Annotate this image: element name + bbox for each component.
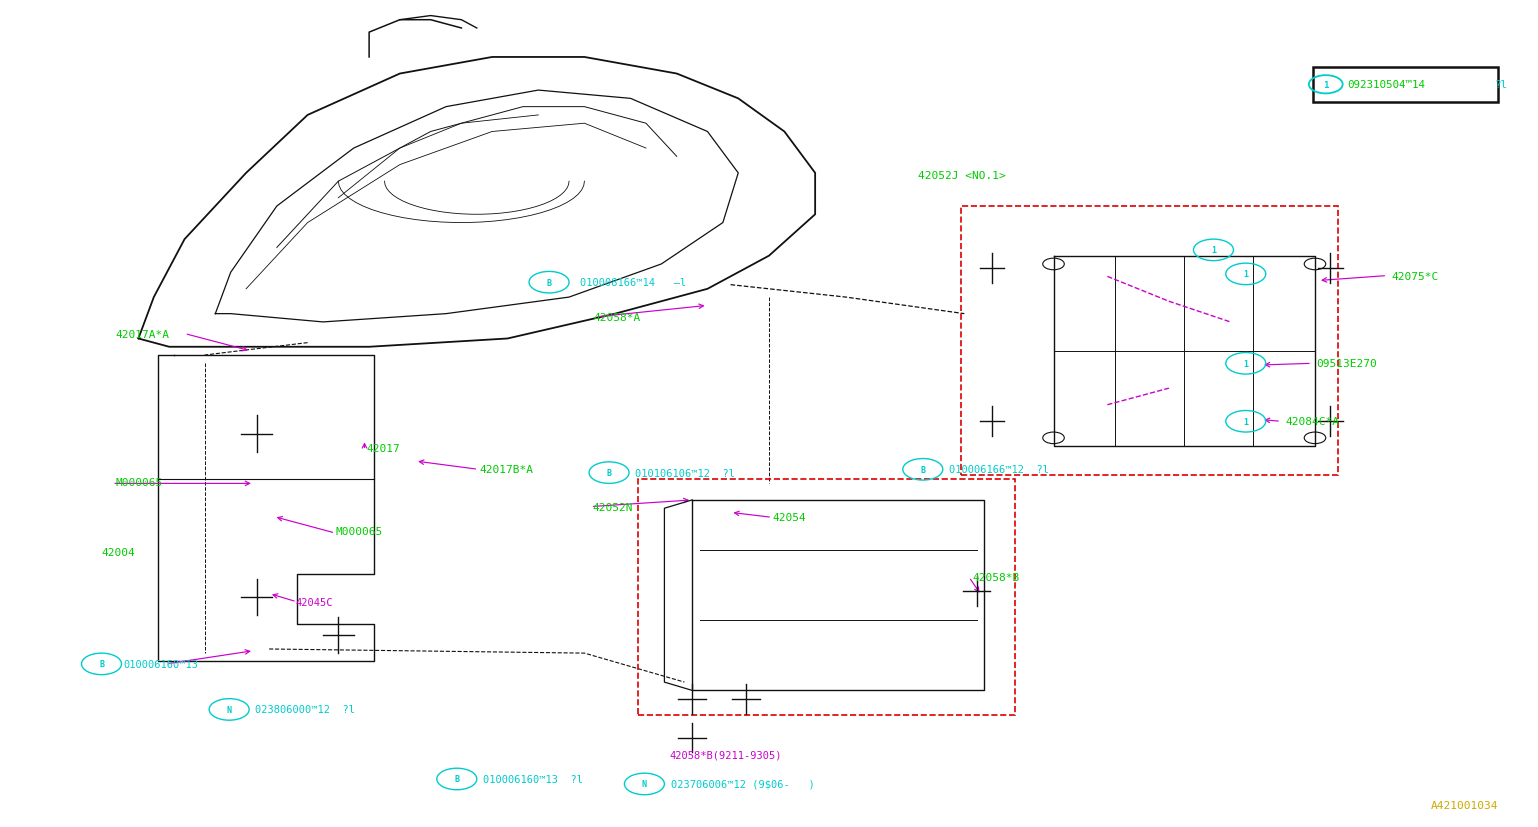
Text: 010006160™13: 010006160™13 <box>123 659 198 669</box>
Text: 42017A*A: 42017A*A <box>115 329 169 339</box>
Text: B: B <box>606 469 612 477</box>
Text: 42052N: 42052N <box>592 502 632 512</box>
Text: 010106106™12  ?l: 010106106™12 ?l <box>635 468 735 478</box>
Text: 42045C: 42045C <box>295 597 332 607</box>
Text: 42058*A: 42058*A <box>594 313 641 323</box>
Text: M000065: M000065 <box>115 477 163 487</box>
Text: B: B <box>920 466 926 474</box>
Text: ?l: ?l <box>1495 80 1507 90</box>
Text: 42058*B(9211-9305): 42058*B(9211-9305) <box>669 750 781 760</box>
Text: 42017: 42017 <box>366 443 400 453</box>
Text: 42017B*A: 42017B*A <box>480 465 534 475</box>
FancyBboxPatch shape <box>1313 68 1498 103</box>
Text: 1: 1 <box>1323 81 1329 89</box>
Text: 010006166™12  ?l: 010006166™12 ?l <box>949 465 1049 475</box>
Bar <box>961 207 1338 476</box>
Text: B: B <box>546 279 552 287</box>
Text: 42052J <NO.1>: 42052J <NO.1> <box>918 171 1006 181</box>
Text: 023806000™12  ?l: 023806000™12 ?l <box>255 705 355 715</box>
Text: B: B <box>454 775 460 783</box>
Text: 1: 1 <box>1243 270 1249 279</box>
Text: 1: 1 <box>1243 418 1249 426</box>
Text: B: B <box>98 660 105 668</box>
Text: 42054: 42054 <box>772 513 806 523</box>
Text: 09513E270: 09513E270 <box>1317 359 1377 369</box>
Text: 42075*C: 42075*C <box>1392 271 1440 281</box>
Text: 010006160™13  ?l: 010006160™13 ?l <box>483 774 583 784</box>
Text: M000065: M000065 <box>335 526 383 536</box>
Bar <box>638 480 1015 715</box>
Text: 42004: 42004 <box>102 547 135 557</box>
Text: 42058*B: 42058*B <box>972 572 1020 582</box>
Text: N: N <box>641 780 647 788</box>
Text: 1: 1 <box>1210 246 1217 255</box>
Text: 1: 1 <box>1243 360 1249 368</box>
Text: N: N <box>226 705 232 714</box>
Text: 023706006™12 (9$06-   ): 023706006™12 (9$06- ) <box>671 779 814 789</box>
Text: 092310504™14: 092310504™14 <box>1347 80 1426 90</box>
Text: 42084C*A: 42084C*A <box>1286 417 1340 427</box>
Text: A421001034: A421001034 <box>1430 800 1498 810</box>
Text: 010008166™14   –l: 010008166™14 –l <box>580 278 686 288</box>
